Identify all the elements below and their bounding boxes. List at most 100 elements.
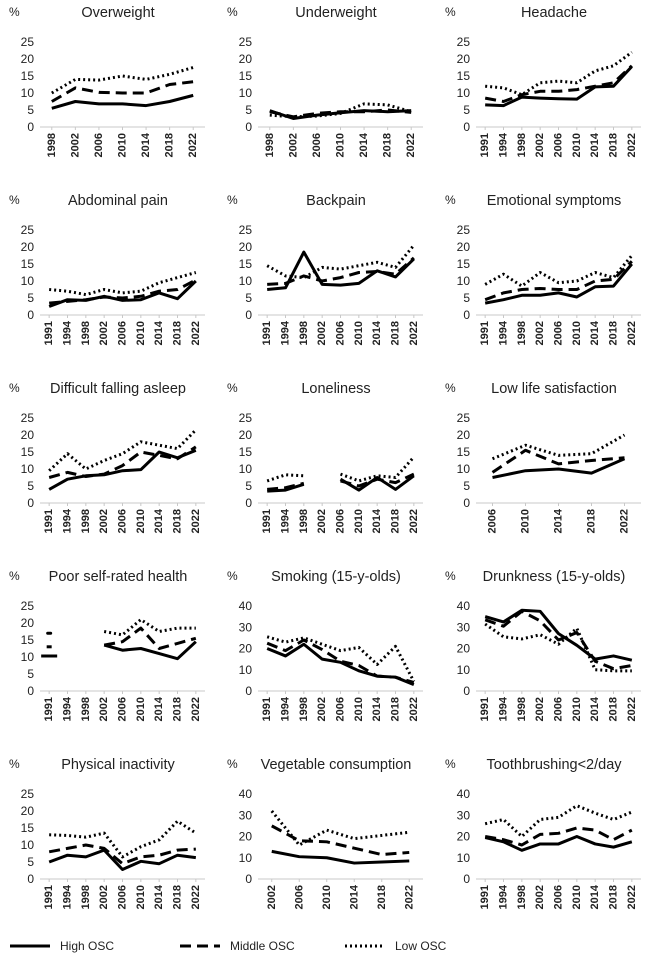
- series-line-low-osc: [266, 473, 304, 483]
- y-tick-label: 10: [239, 274, 253, 288]
- x-tick-label: 2010: [571, 133, 583, 157]
- y-tick-label: 15: [239, 69, 253, 83]
- y-tick-label: 15: [21, 633, 35, 647]
- x-tick-label: 2006: [335, 697, 347, 721]
- y-axis-label: %: [445, 5, 456, 19]
- series-line-high-osc: [271, 849, 410, 865]
- x-tick-label: 2002: [98, 885, 110, 909]
- x-tick-label: 2014: [553, 508, 565, 533]
- x-tick-label: 2010: [353, 321, 365, 345]
- x-tick-label: 2002: [534, 697, 546, 721]
- x-tick-label: 1991: [261, 509, 273, 533]
- y-tick-label: 40: [457, 787, 471, 801]
- series-line-high-osc: [484, 263, 633, 305]
- x-tick-label: 2018: [608, 133, 620, 157]
- x-tick-label: 1998: [80, 509, 92, 533]
- y-axis-label: %: [9, 569, 20, 583]
- series-line-middle-osc: [103, 626, 197, 650]
- chart-backpain: Backpain% 0 5 10 15 20 25 1991 1994 1998 2002 2006 2…: [227, 193, 423, 345]
- x-tick-label: 2018: [172, 509, 184, 533]
- y-tick-label: 20: [457, 642, 471, 656]
- y-tick-label: 0: [27, 872, 34, 886]
- x-tick-label: 2010: [321, 885, 333, 909]
- series-line-middle-osc: [48, 445, 197, 479]
- x-tick-label: 2018: [390, 509, 402, 533]
- chart-title: Smoking (15-y-olds): [271, 569, 401, 585]
- series-line-low-osc: [485, 50, 633, 97]
- x-tick-label: 2006: [311, 133, 323, 157]
- x-tick-label: 2010: [571, 321, 583, 345]
- x-tick-label: 2002: [69, 133, 81, 157]
- y-tick-label: 15: [21, 69, 35, 83]
- y-axis-label: %: [9, 5, 20, 19]
- y-tick-label: 20: [21, 52, 35, 66]
- x-tick-label: 2002: [534, 133, 546, 157]
- y-tick-label: 10: [21, 650, 35, 664]
- y-tick-label: 5: [463, 103, 470, 117]
- series-line-high-osc: [267, 250, 415, 291]
- x-tick-label: 2022: [626, 885, 638, 909]
- series-line-low-osc: [484, 804, 633, 838]
- y-tick-label: 10: [239, 462, 253, 476]
- y-tick-label: 25: [239, 223, 253, 237]
- chart-emotional-symptoms: Emotional symptoms% 0 5 10 15 20 25 1991 1994 199…: [445, 193, 641, 345]
- y-axis-label: %: [445, 193, 456, 207]
- series-line-middle-osc: [267, 256, 415, 286]
- x-tick-label: 2018: [390, 321, 402, 345]
- x-tick-label: 2002: [287, 133, 299, 157]
- chart-title: Backpain: [306, 193, 366, 209]
- x-tick-label: 1998: [516, 133, 528, 157]
- x-tick-label: 2018: [172, 697, 184, 721]
- chart-title: Abdominal pain: [68, 193, 168, 209]
- x-tick-label: 1991: [43, 321, 55, 345]
- series-line-low-osc: [49, 819, 197, 859]
- series-line-low-osc: [266, 635, 416, 683]
- y-tick-label: 0: [245, 684, 252, 698]
- y-tick-label: 10: [457, 274, 471, 288]
- y-tick-label: 40: [239, 787, 253, 801]
- y-tick-label: 20: [239, 830, 253, 844]
- x-tick-label: 2018: [586, 509, 598, 533]
- chart-title: Headache: [521, 5, 587, 21]
- y-tick-label: 15: [457, 257, 471, 271]
- series-line-middle-osc: [269, 108, 412, 119]
- series-line-low-osc: [339, 456, 415, 483]
- x-tick-label: 2022: [626, 321, 638, 345]
- y-axis-label: %: [227, 757, 238, 771]
- x-tick-label: 2010: [571, 885, 583, 909]
- y-tick-label: 30: [457, 808, 471, 822]
- x-tick-label: 1991: [43, 509, 55, 533]
- y-tick-label: 25: [21, 599, 35, 613]
- chart-physical-inactivity: Physical inactivity% 0 5 10 15 20 25 1991 1994 19…: [9, 757, 205, 909]
- x-tick-label: 2010: [135, 321, 147, 345]
- x-tick-label: 2014: [153, 696, 165, 721]
- x-tick-label: 2022: [403, 885, 415, 909]
- y-tick-label: 5: [245, 291, 252, 305]
- y-tick-label: 0: [463, 308, 470, 322]
- y-tick-label: 0: [245, 496, 252, 510]
- series-line-high-osc: [492, 457, 626, 479]
- series-line-high-osc: [267, 482, 305, 493]
- x-tick-label: 1994: [280, 508, 292, 533]
- x-tick-label: 1998: [298, 697, 310, 721]
- y-tick-label: 0: [245, 308, 252, 322]
- y-tick-label: 5: [245, 479, 252, 493]
- x-tick-label: 2018: [172, 885, 184, 909]
- series-line-middle-osc: [484, 260, 633, 302]
- y-tick-label: 5: [463, 479, 470, 493]
- y-tick-label: 20: [457, 830, 471, 844]
- y-axis-label: %: [227, 5, 238, 19]
- y-tick-label: 0: [27, 684, 34, 698]
- x-tick-label: 2018: [608, 885, 620, 909]
- y-tick-label: 20: [239, 52, 253, 66]
- y-tick-label: 5: [27, 855, 34, 869]
- x-tick-label: 1994: [62, 320, 74, 345]
- x-tick-label: 2022: [619, 509, 631, 533]
- chart-title: Emotional symptoms: [487, 193, 622, 209]
- y-tick-label: 20: [239, 428, 253, 442]
- chart-overweight: Overweight% 0 5 10 15 20 25 1998 2002 2006 2010 201…: [9, 5, 205, 157]
- x-tick-label: 1998: [80, 885, 92, 909]
- chart-title: Physical inactivity: [61, 757, 175, 773]
- y-tick-label: 20: [21, 804, 35, 818]
